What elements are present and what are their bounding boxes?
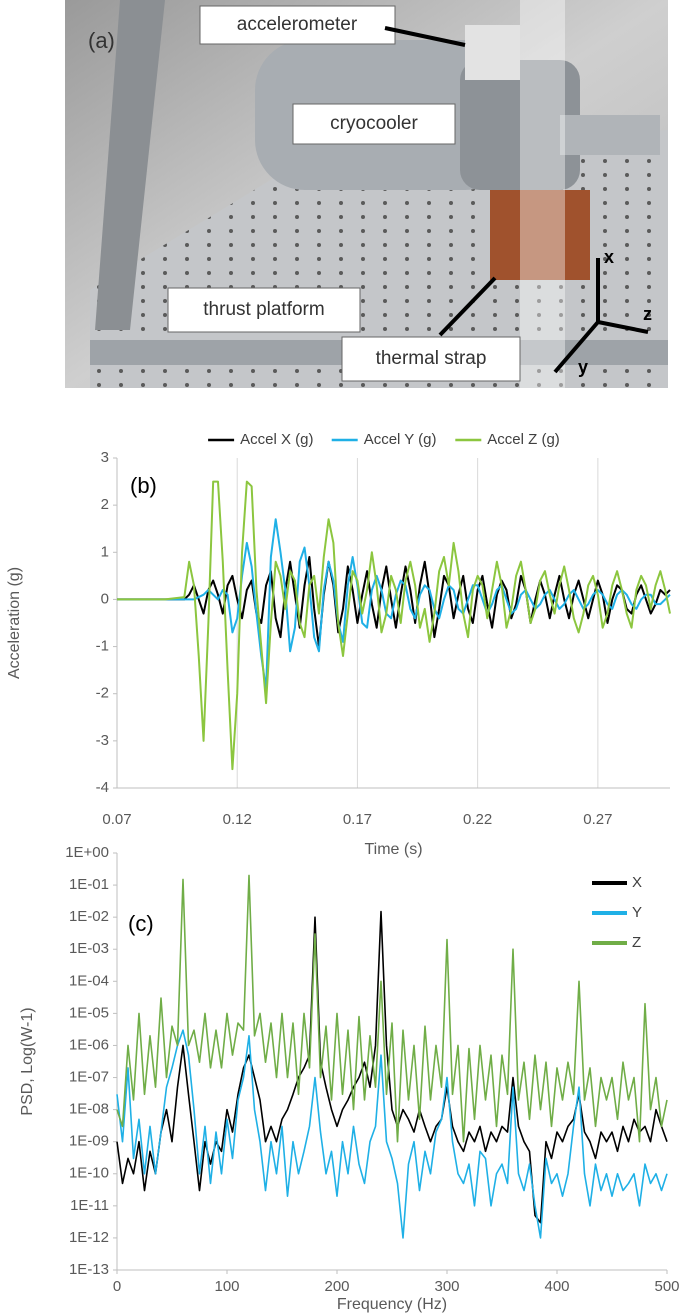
- y-tick-label: 1E-02: [69, 908, 109, 925]
- y-tick-label: 1E-05: [69, 1004, 109, 1021]
- x-tick-label: 100: [214, 1278, 239, 1295]
- panel-label: (a): [88, 28, 115, 53]
- x-tick-label: 300: [434, 1278, 459, 1295]
- x-tick-label: 0.27: [583, 811, 612, 828]
- panel-annotation: (c): [128, 911, 154, 936]
- axis-name: x: [604, 247, 614, 267]
- y-tick-label: 3: [101, 449, 109, 466]
- series-line: [116, 1029, 668, 1239]
- series-line: [117, 518, 671, 690]
- thermal-strap-body: [490, 190, 590, 280]
- accelerometer-body: [465, 25, 520, 80]
- y-tick-label: 1E-10: [69, 1165, 109, 1182]
- axis-name: y: [578, 357, 588, 377]
- y-tick-label: 1E-04: [69, 972, 109, 989]
- y-tick-label: 1E-08: [69, 1101, 109, 1118]
- photo-panel: (a) accelerometer cryocooler thrust plat…: [65, 0, 668, 388]
- y-axis-title: PSD, Log(W-1): [19, 1007, 36, 1115]
- y-tick-label: 1E-03: [69, 940, 109, 957]
- legend-label: Accel X (g): [240, 431, 313, 448]
- callout-label: thrust platform: [203, 299, 324, 320]
- callout-arrow: [438, 276, 497, 337]
- frame-post: [95, 0, 165, 330]
- cold-finger: [560, 115, 660, 155]
- y-tick-label: 1: [101, 543, 109, 560]
- y-tick-label: 2: [101, 496, 109, 513]
- x-tick-label: 200: [324, 1278, 349, 1295]
- callout-label: thermal strap: [376, 348, 487, 369]
- x-tick-label: 0.07: [102, 811, 131, 828]
- y-tick-label: 1E-06: [69, 1036, 109, 1053]
- label-box: [341, 336, 521, 382]
- legend-label: Z: [632, 934, 641, 951]
- y-tick-label: 1E-01: [69, 876, 109, 893]
- y-axis-title: Acceleration (g): [6, 567, 23, 679]
- axes-triad: [553, 258, 649, 374]
- y-tick-label: 0: [101, 590, 109, 607]
- label-box: [199, 5, 396, 45]
- y-tick-label: 1E-07: [69, 1069, 109, 1086]
- legend-label: X: [632, 874, 642, 891]
- label-box: [292, 103, 456, 145]
- frame-glass: [520, 0, 565, 388]
- y-tick-label: -3: [96, 732, 109, 749]
- cryocooler-head: [460, 60, 580, 190]
- panel-annotation: (b): [130, 473, 157, 498]
- axis-name: z: [643, 304, 652, 324]
- y-tick-label: 1E-13: [69, 1261, 109, 1278]
- y-tick-label: 1E-11: [70, 1197, 109, 1214]
- y-tick-label: 1E+00: [65, 844, 109, 861]
- x-tick-label: 0.22: [463, 811, 492, 828]
- series-line: [117, 480, 671, 771]
- y-tick-label: -2: [96, 685, 109, 702]
- x-tick-label: 0: [113, 1278, 121, 1295]
- y-tick-label: -1: [96, 638, 109, 655]
- x-tick-label: 500: [654, 1278, 679, 1295]
- series-line: [116, 874, 668, 1143]
- x-tick-label: 400: [544, 1278, 569, 1295]
- legend-label: Y: [632, 904, 642, 921]
- x-tick-label: 0.12: [223, 811, 252, 828]
- x-axis-title: Time (s): [364, 841, 422, 858]
- callout-label: accelerometer: [237, 14, 358, 35]
- y-tick-label: -4: [96, 779, 109, 796]
- x-axis-title: Frequency (Hz): [337, 1296, 447, 1313]
- callout-label: cryocooler: [330, 113, 418, 134]
- x-tick-label: 0.17: [343, 811, 372, 828]
- legend-label: Accel Z (g): [487, 431, 560, 448]
- label-box: [167, 287, 361, 333]
- callout-arrow: [384, 26, 466, 47]
- y-tick-label: 1E-12: [69, 1229, 109, 1246]
- legend-label: Accel Y (g): [364, 431, 437, 448]
- y-tick-label: 1E-09: [69, 1133, 109, 1150]
